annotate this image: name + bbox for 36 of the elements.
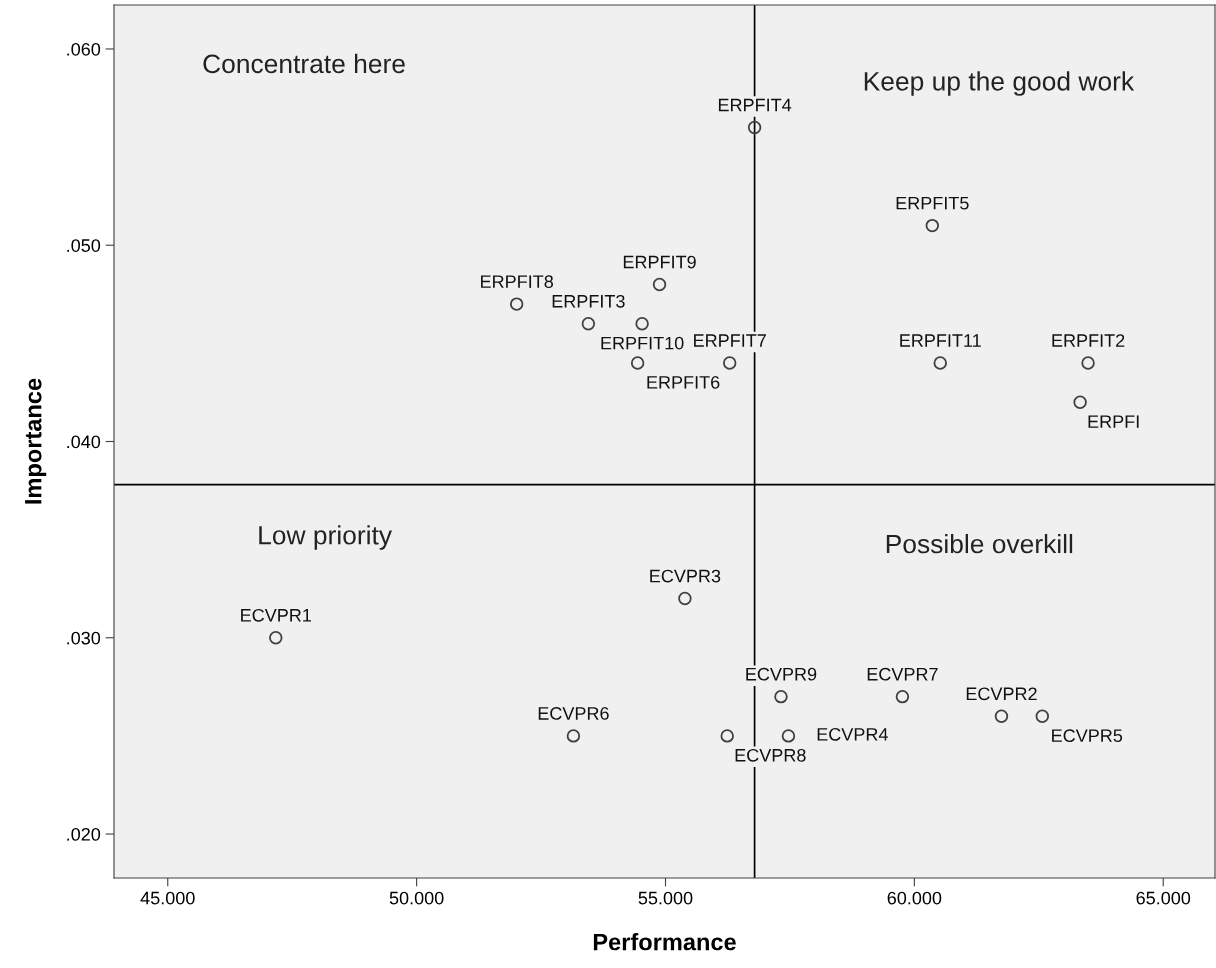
- annotation: ECVPR3: [650, 569, 721, 583]
- x-tick-label: 45.000: [140, 891, 195, 905]
- annotation: Low priority: [259, 525, 392, 550]
- annotation: ECVPR4: [817, 727, 888, 741]
- y-tick-label: .030: [67, 631, 101, 645]
- annotation: ERPFIT11: [900, 334, 981, 347]
- annotation: Concentrate here: [203, 53, 405, 74]
- annotation: ECVPR5: [1052, 729, 1123, 743]
- y-tick-label: .020: [67, 827, 101, 841]
- annotation: ECVPR9: [746, 667, 817, 681]
- annotation: ERPFIT9: [623, 255, 696, 269]
- x-tick-label: 50.000: [389, 891, 444, 905]
- annotation: ERPFIT5: [896, 196, 969, 210]
- annotation: ERPFI: [1088, 415, 1139, 428]
- annotation: ECVPR6: [538, 707, 609, 720]
- y-tick-label: .060: [67, 42, 101, 56]
- annotation: Possible overkill: [886, 533, 1073, 554]
- annotation: ECVPR2: [966, 687, 1037, 701]
- annotation: ERPFIT4: [718, 98, 792, 112]
- annotation: Keep up the good work: [864, 71, 1135, 96]
- x-tick-label: 60.000: [887, 891, 942, 905]
- y-axis-title: Importance: [25, 378, 47, 504]
- annotation: ECVPR7: [867, 667, 938, 681]
- annotation: ERPFIT2: [1052, 334, 1125, 347]
- annotation: ERPFIT3: [552, 294, 625, 308]
- y-tick-label: .050: [67, 239, 101, 252]
- annotation: ERPFIT8: [481, 275, 554, 289]
- annotation: ECVPR8: [735, 748, 806, 762]
- annotation: ERPFIT10: [601, 336, 684, 350]
- x-axis-title: Performance: [593, 933, 736, 951]
- annotation: ERPFIT6: [647, 375, 720, 389]
- annotation: ERPFIT7: [694, 334, 766, 347]
- x-tick-label: 65.000: [1136, 891, 1191, 905]
- annotation: ECVPR1: [241, 608, 312, 622]
- x-tick-label: 55.000: [638, 891, 693, 905]
- y-tick-label: .040: [67, 435, 101, 449]
